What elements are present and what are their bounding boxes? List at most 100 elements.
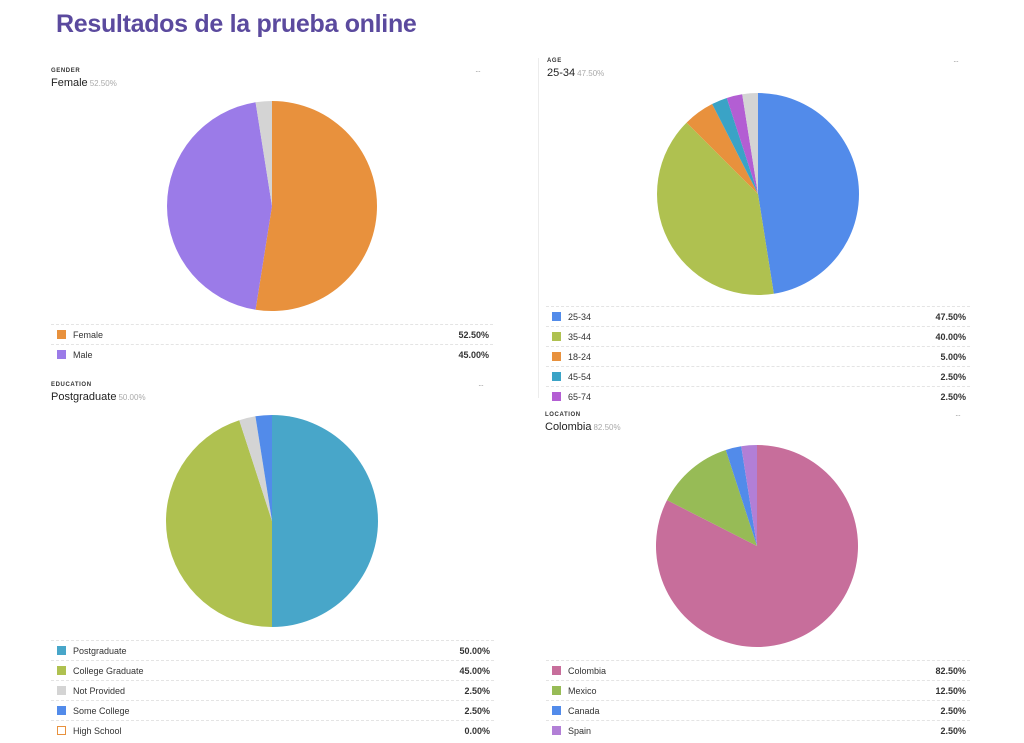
legend-label: Postgraduate — [73, 646, 127, 656]
gender-pie-chart — [166, 101, 377, 311]
gender-legend-row-female[interactable]: Female 52.50% — [51, 324, 493, 344]
legend-value: 2.50% — [940, 726, 966, 736]
location-top-result: Colombia 82.50% — [545, 421, 621, 433]
page-title: Resultados de la prueba online — [56, 10, 417, 38]
legend-value: 2.50% — [940, 706, 966, 716]
location-legend-row-colombia[interactable]: Colombia 82.50% — [546, 660, 970, 680]
age-pie-chart — [657, 93, 859, 295]
legend-value: 2.50% — [464, 706, 490, 716]
legend-label: 25-34 — [568, 312, 592, 322]
legend-swatch — [552, 312, 561, 321]
age-menu-icon[interactable]: ··· — [953, 57, 959, 66]
legend-swatch — [552, 726, 561, 735]
legend-label: 65-74 — [568, 392, 592, 402]
legend-swatch — [552, 666, 561, 675]
education-legend-row-high-school[interactable]: High School 0.00% — [51, 720, 494, 740]
legend-value: 50.00% — [459, 646, 490, 656]
legend-value: 2.50% — [940, 372, 966, 382]
gender-slice-female[interactable] — [255, 101, 377, 311]
legend-swatch — [57, 726, 66, 735]
age-slice-25-34[interactable] — [758, 93, 859, 294]
location-legend-row-mexico[interactable]: Mexico 12.50% — [546, 680, 970, 700]
legend-label: Female — [73, 330, 104, 340]
age-slice-35-44[interactable] — [657, 122, 774, 295]
age-slice-other[interactable] — [742, 93, 758, 194]
location-legend-row-spain[interactable]: Spain 2.50% — [546, 720, 970, 740]
education-legend-row-not-provided[interactable]: Not Provided 2.50% — [51, 680, 494, 700]
location-pie-chart — [656, 445, 858, 647]
age-top-label: 25-34 — [547, 67, 576, 79]
gender-top-value: 52.50% — [89, 79, 117, 88]
legend-swatch — [57, 646, 66, 655]
education-menu-icon[interactable]: ··· — [478, 381, 484, 390]
age-slice-18-24[interactable] — [686, 104, 758, 194]
location-legend-row-canada[interactable]: Canada 2.50% — [546, 700, 970, 720]
legend-swatch — [552, 332, 561, 341]
legend-value: 82.50% — [935, 666, 966, 676]
legend-label: Not Provided — [73, 686, 126, 696]
gender-slice-other[interactable] — [255, 101, 272, 206]
age-slice-45-54[interactable] — [712, 97, 758, 194]
legend-label: Mexico — [568, 686, 597, 696]
age-legend-row-18-24[interactable]: 18-24 5.00% — [546, 346, 970, 366]
legend-label: Canada — [568, 706, 600, 716]
legend-label: High School — [73, 726, 122, 736]
education-slice-not-provided[interactable] — [239, 416, 272, 521]
gender-top-label: Female — [51, 77, 88, 89]
education-legend-row-college-graduate[interactable]: College Graduate 45.00% — [51, 660, 494, 680]
gender-slice-male[interactable] — [166, 102, 272, 310]
legend-value: 2.50% — [940, 392, 966, 402]
location-menu-icon[interactable]: ··· — [955, 411, 961, 420]
legend-swatch — [57, 666, 66, 675]
legend-value: 45.00% — [459, 666, 490, 676]
legend-swatch — [552, 706, 561, 715]
education-slice-some-college[interactable] — [255, 415, 272, 521]
location-top-label: Colombia — [545, 421, 592, 433]
age-legend-row-25-34[interactable]: 25-34 47.50% — [546, 306, 970, 326]
legend-value: 45.00% — [458, 350, 489, 360]
education-category-label: EDUCATION — [51, 382, 92, 388]
legend-label: Some College — [73, 706, 130, 716]
column-divider — [538, 58, 539, 398]
location-slice-spain[interactable] — [741, 445, 757, 546]
legend-swatch — [57, 330, 66, 339]
gender-menu-icon[interactable]: ··· — [475, 67, 481, 76]
legend-swatch — [57, 706, 66, 715]
location-legend: Colombia 82.50% Mexico 12.50% Canada 2.50% Spa… — [546, 660, 970, 740]
age-slice-65-74[interactable] — [726, 94, 758, 194]
location-category-label: LOCATION — [545, 412, 581, 418]
education-slice-postgraduate[interactable] — [272, 415, 378, 627]
education-top-result: Postgraduate 50.00% — [51, 391, 146, 403]
legend-value: 5.00% — [940, 352, 966, 362]
legend-value: 0.00% — [464, 726, 490, 736]
legend-label: 18-24 — [568, 352, 592, 362]
education-legend-row-some-college[interactable]: Some College 2.50% — [51, 700, 494, 720]
legend-value: 52.50% — [458, 330, 489, 340]
legend-label: 45-54 — [568, 372, 592, 382]
age-top-value: 47.50% — [577, 69, 605, 78]
age-top-result: 25-34 47.50% — [547, 67, 604, 79]
legend-swatch — [57, 350, 66, 359]
age-legend-row-45-54[interactable]: 45-54 2.50% — [546, 366, 970, 386]
education-legend-row-postgraduate[interactable]: Postgraduate 50.00% — [51, 640, 494, 660]
gender-category-label: GENDER — [51, 68, 81, 74]
age-legend-row-35-44[interactable]: 35-44 40.00% — [546, 326, 970, 346]
education-pie-chart — [166, 415, 378, 627]
education-slice-college-graduate[interactable] — [166, 420, 272, 627]
legend-swatch — [552, 392, 561, 401]
gender-top-result: Female 52.50% — [51, 77, 117, 89]
legend-label: 35-44 — [568, 332, 592, 342]
gender-legend-row-male[interactable]: Male 45.00% — [51, 344, 493, 364]
legend-swatch — [552, 352, 561, 361]
legend-value: 2.50% — [464, 686, 490, 696]
age-legend: 25-34 47.50% 35-44 40.00% 18-24 5.00% 45-54 2.5… — [546, 306, 970, 406]
location-slice-canada[interactable] — [725, 446, 757, 546]
legend-swatch — [57, 686, 66, 695]
legend-swatch — [552, 686, 561, 695]
legend-value: 12.50% — [935, 686, 966, 696]
gender-legend: Female 52.50% Male 45.00% — [51, 324, 493, 364]
legend-label: College Graduate — [73, 666, 144, 676]
location-slice-mexico[interactable] — [667, 449, 757, 546]
location-top-value: 82.50% — [593, 423, 621, 432]
age-legend-row-65-74[interactable]: 65-74 2.50% — [546, 386, 970, 406]
